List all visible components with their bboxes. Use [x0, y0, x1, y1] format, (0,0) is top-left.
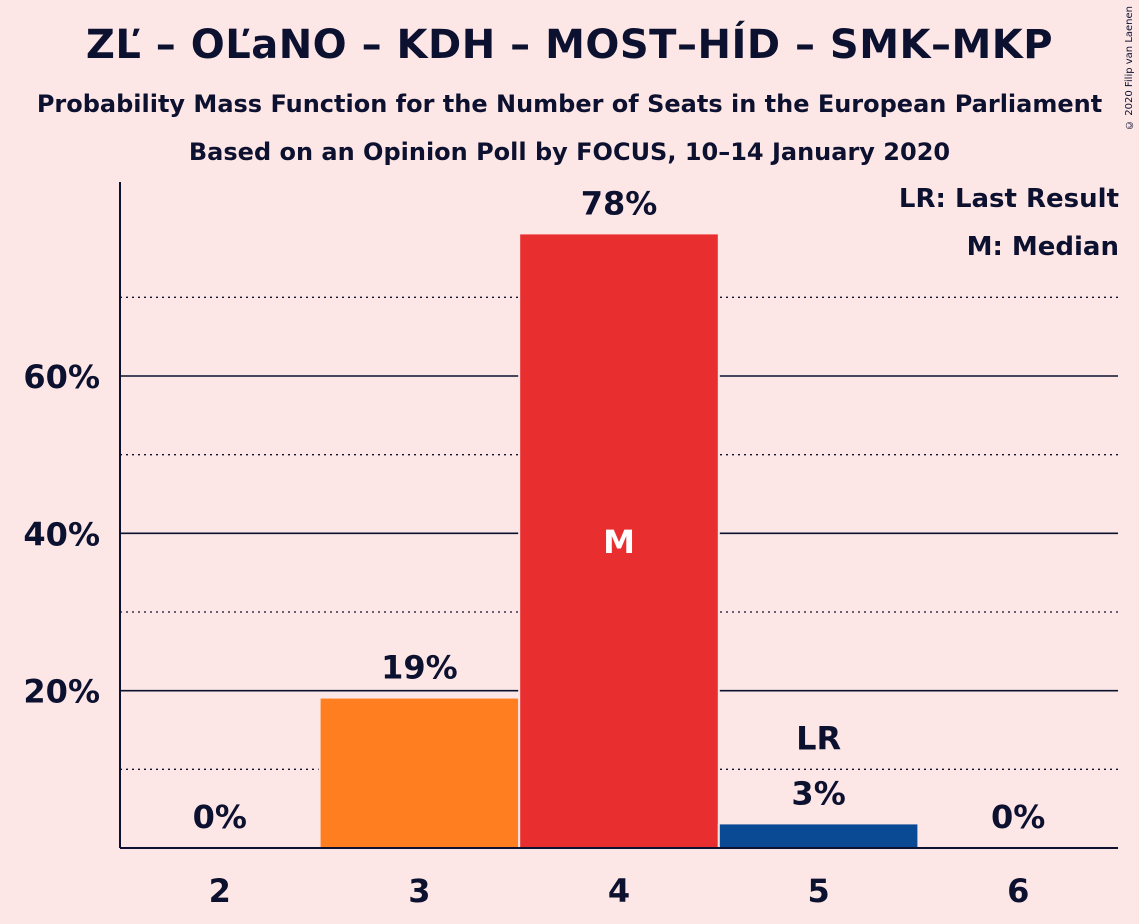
x-tick-label: 6 [1007, 872, 1029, 910]
y-tick-label: 40% [23, 515, 100, 553]
bar-3 [320, 698, 519, 848]
data-label: 19% [381, 649, 458, 687]
y-tick-label: 60% [23, 358, 100, 396]
bar-5 [719, 824, 918, 848]
median-marker: M [603, 523, 635, 561]
x-tick-label: 5 [807, 872, 829, 910]
last-result-marker: LR [796, 719, 841, 757]
legend-last-result: LR: Last Result [898, 184, 1119, 214]
y-tick-label: 20% [23, 673, 100, 711]
x-tick-label: 2 [209, 872, 231, 910]
data-label: 0% [991, 798, 1045, 836]
data-label: 78% [581, 184, 658, 222]
chart-source-subtitle: Based on an Opinion Poll by FOCUS, 10–14… [188, 138, 951, 166]
x-tick-label: 4 [608, 872, 630, 910]
legend-median: M: Median [966, 232, 1119, 262]
x-tick-label: 3 [408, 872, 430, 910]
chart-subtitle: Probability Mass Function for the Number… [36, 90, 1103, 118]
bar-4 [520, 234, 718, 848]
chart-title: ZĽ – OĽaNO – KDH – MOST–HÍD – SMK–MKP [85, 22, 1054, 68]
data-label: 0% [193, 798, 247, 836]
data-label: 3% [791, 774, 845, 812]
